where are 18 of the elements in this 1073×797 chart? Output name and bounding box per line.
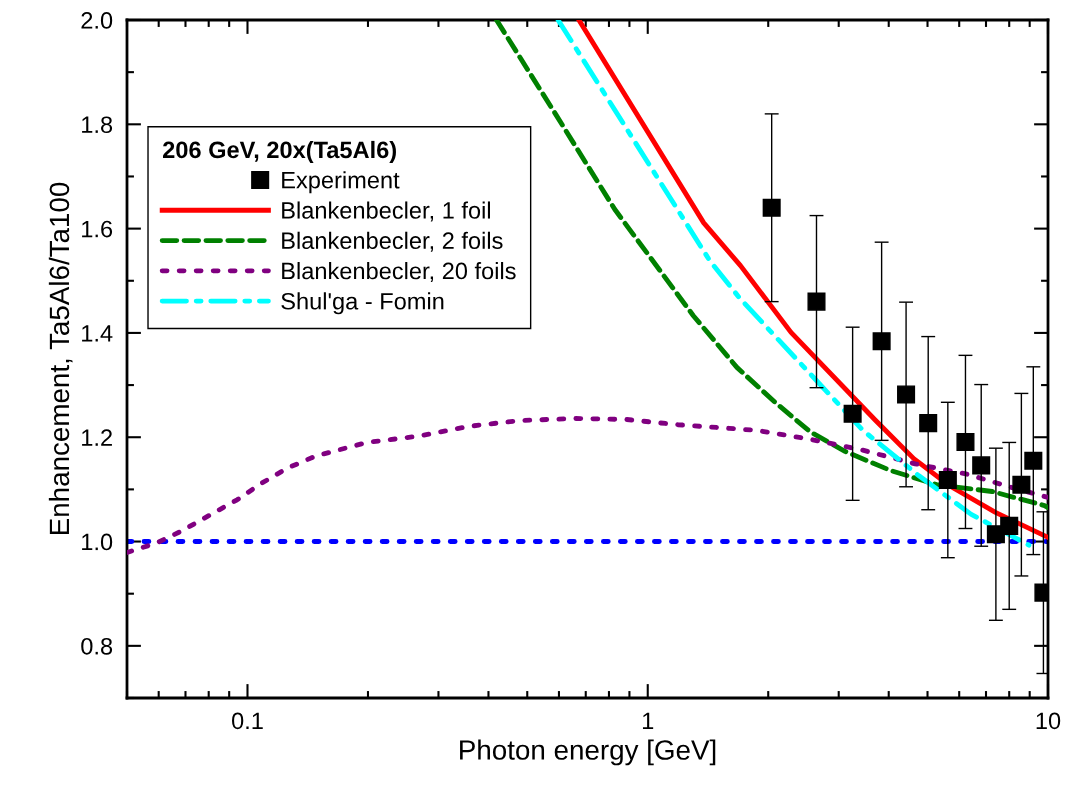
y-tick-label: 1.6 <box>82 220 113 238</box>
y-tick-label: 1.4 <box>82 325 113 342</box>
legend-title: 206 GeV, 20x(Ta5Al6) <box>163 140 396 163</box>
x-tick-label: 0.1 <box>232 712 263 730</box>
x-tick-label: 1 <box>642 712 654 729</box>
legend-label: Blankenbecler, 2 foils <box>282 231 503 252</box>
legend-label: Experiment <box>282 171 400 194</box>
legend-label: Shul'ga - Fomin <box>281 292 444 315</box>
legend-label: Blankenbecler, 1 foil <box>282 201 490 222</box>
y-tick-label: 1.8 <box>82 116 113 134</box>
y-tick-label: 1.2 <box>82 429 112 446</box>
x-axis-title: Photon energy [GeV] <box>460 739 716 766</box>
legend-label: Blankenbecler, 20 foils <box>282 261 516 283</box>
y-tick-label: 1.0 <box>82 533 113 551</box>
x-tick-label: 10 <box>1036 712 1061 730</box>
y-axis-title: Enhancement, Ta5Al6/Ta100 <box>48 182 73 535</box>
y-tick-label: 0.8 <box>81 637 113 655</box>
y-tick-label: 2.0 <box>81 12 113 29</box>
